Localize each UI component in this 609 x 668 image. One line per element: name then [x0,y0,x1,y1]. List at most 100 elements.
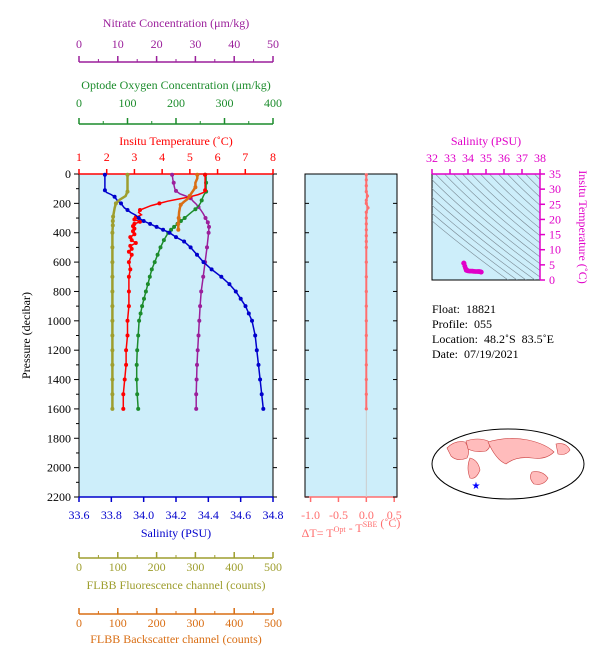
ts-density-contour [488,174,540,222]
series-point-salinity [250,318,254,323]
series-point-dt [364,228,368,232]
series-point-fluorescence [110,333,115,338]
ts-density-contour [524,174,540,189]
series-point-oxygen [182,216,187,220]
map-land [465,438,490,452]
series-point-salinity [243,304,248,309]
series-point-backscatter [176,221,181,226]
series-point-dt [364,178,368,182]
oxygen-axis-title: Optode Oxygen Concentration (μm/kg) [81,78,270,92]
series-point-dt [364,173,368,177]
series-point-backscatter [187,194,192,198]
temperature-axis-title: Insitu Temperature (˚C) [119,134,233,148]
ts-density-contour [533,174,540,181]
series-point-salinity [254,348,259,353]
pressure-tick-label: 200 [53,196,71,210]
series-point-oxygen [161,238,166,243]
ts-temperature-tick-label: 0 [549,273,555,287]
ts-temperature-tick-label: 20 [549,212,561,226]
series-point-temperature [129,238,134,243]
series-point-salinity [141,219,146,223]
ts-salinity-tick-label: 34 [462,151,474,165]
series-point-temperature [128,243,133,248]
series-point-fluorescence [110,289,115,294]
series-point-oxygen [152,260,157,265]
series-point-temperature [126,304,131,309]
ts-salinity-axis-title: Salinity (PSU) [451,134,521,148]
series-point-salinity [148,221,153,226]
salinity-tick-label: 33.6 [69,508,90,522]
salinity-tick-label: 34.6 [230,508,251,522]
series-point-nitrate [207,224,211,229]
series-point-nitrate [205,220,210,225]
temperature-tick-label: 2 [104,150,110,164]
series-point-temperature [126,274,131,279]
pressure-tick-label: 1800 [47,431,71,445]
temperature-tick-label: 8 [270,150,276,164]
series-point-salinity [246,311,251,316]
oxygen-tick-label: 200 [167,96,185,110]
temperature-tick-label: 5 [187,150,193,164]
series-point-fluorescence [110,230,115,235]
dt-title-superscript: Opt [334,525,347,534]
series-point-salinity [136,216,141,220]
series-point-salinity [119,201,123,206]
series-point-temperature [203,188,208,193]
series-point-nitrate [194,392,199,397]
series-point-oxygen [193,207,198,212]
series-point-temperature [126,260,131,265]
series-point-temperature [121,392,126,397]
location: Location: 48.2˚S 83.5˚E [432,332,554,346]
series-point-dt [364,319,368,323]
series-point-temperature [132,232,137,237]
ts-density-contour [461,174,540,244]
series-point-fluorescence [113,201,118,206]
nitrate-tick-label: 10 [112,37,124,51]
series-point-temperature [128,267,133,272]
series-point-oxygen [136,406,141,411]
series-point-backscatter [193,185,198,190]
series-point-fluorescence [110,362,115,367]
series-point-backscatter [176,216,181,220]
temperature-tick-label: 3 [131,150,137,164]
series-point-oxygen [135,392,140,397]
pressure-tick-label: 1000 [47,314,71,328]
profile-panel [78,173,274,498]
dt-title-part: (˚C) [377,516,400,530]
series-point-nitrate [198,304,203,309]
salinity-tick-label: 34.4 [198,508,219,522]
series-point-salinity [188,245,193,250]
dt-tick-label: -0.5 [329,508,348,522]
pressure-tick-label: 400 [53,226,71,240]
world-map: ★ [431,428,585,500]
series-point-fluorescence [110,406,115,411]
pressure-tick-label: 1600 [47,402,71,416]
series-point-salinity [154,224,159,229]
ts-panel [431,173,541,281]
ts-density-contour [470,174,540,237]
series-point-temperature [128,235,133,240]
pressure-tick-label: 2200 [47,490,71,504]
ts-density-contour [479,174,540,229]
series-point-fluorescence [110,318,115,323]
nitrate-tick-label: 20 [151,37,163,51]
ts-point [478,269,484,275]
series-point-salinity [209,267,214,272]
backscatter-tick-label: 100 [109,616,127,630]
series-point-dt [364,289,368,294]
series-point-temperature [124,362,129,367]
salinity-tick-label: 34.0 [133,508,154,522]
series-point-fluorescence [111,214,116,219]
ts-salinity-tick-label: 37 [516,151,528,165]
salinity-axis-title: Salinity (PSU) [141,526,211,540]
ts-salinity-tick-label: 32 [426,151,438,165]
series-point-salinity [125,208,130,212]
salinity-tick-label: 33.8 [101,508,122,522]
series-point-nitrate [194,406,199,411]
series-point-dt [364,210,368,214]
series-point-salinity [227,282,232,287]
series-point-nitrate [195,362,199,367]
backscatter-tick-label: 400 [225,616,243,630]
series-point-fluorescence [110,274,115,279]
